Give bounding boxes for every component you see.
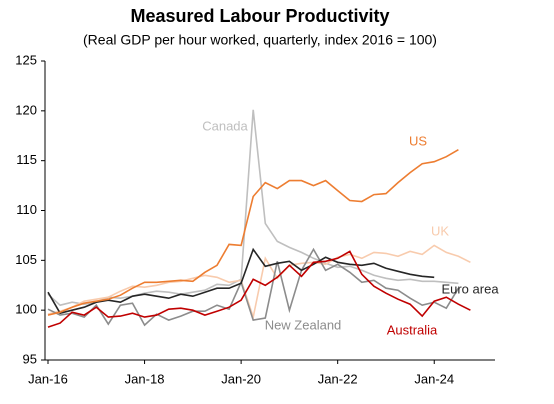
x-tick-label: Jan-20 xyxy=(221,371,261,386)
x-tick-label: Jan-18 xyxy=(125,371,165,386)
y-tick-label: 110 xyxy=(16,202,37,217)
x-tick-label: Jan-22 xyxy=(318,371,358,386)
series-line xyxy=(47,247,460,327)
y-tick-label: 105 xyxy=(15,252,37,267)
series-line xyxy=(47,250,471,328)
series-label: New Zealand xyxy=(265,317,342,332)
y-tick-label: 120 xyxy=(15,102,37,117)
series-line xyxy=(47,149,459,316)
series-label: Euro area xyxy=(441,281,499,296)
series-line xyxy=(47,109,459,307)
chart-title: Measured Labour Productivity xyxy=(130,6,389,26)
x-tick-label: Jan-24 xyxy=(414,371,454,386)
series-line xyxy=(47,247,435,315)
series-label: UK xyxy=(431,223,449,238)
series-line xyxy=(47,244,471,321)
series-label: US xyxy=(409,133,427,148)
y-tick-label: 95 xyxy=(23,351,37,366)
y-tick-label: 100 xyxy=(15,302,37,317)
y-tick-label: 125 xyxy=(15,52,37,67)
series-label: Canada xyxy=(202,118,248,133)
y-tick-label: 115 xyxy=(16,152,37,167)
x-tick-label: Jan-16 xyxy=(28,371,68,386)
chart-subtitle: (Real GDP per hour worked, quarterly, in… xyxy=(83,32,437,48)
series-label: Australia xyxy=(387,322,438,337)
